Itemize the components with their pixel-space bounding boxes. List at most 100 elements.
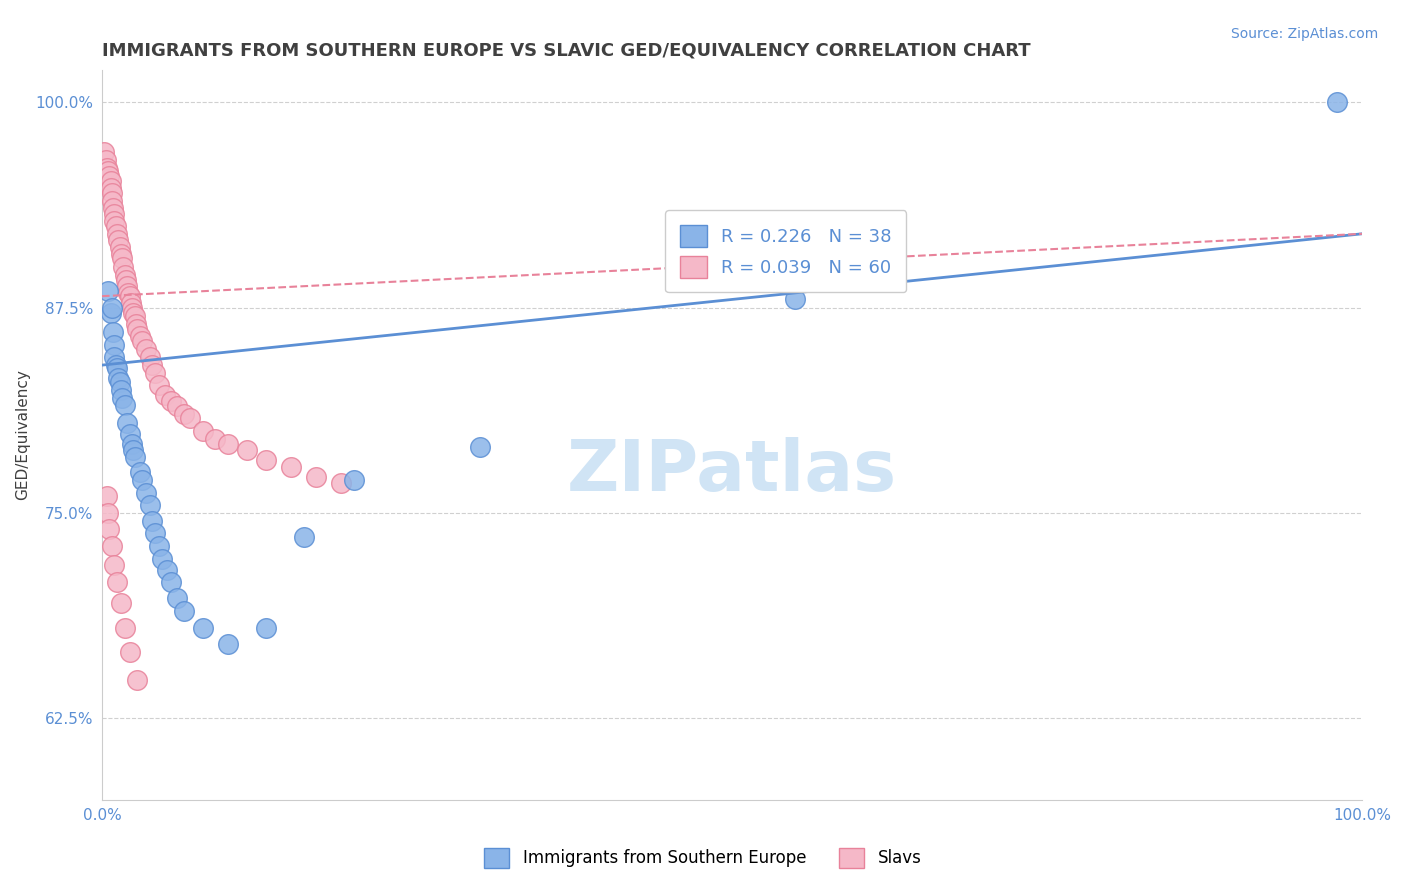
Point [111, 391, 134, 405]
Point [128, 465, 150, 479]
Point [121, 437, 143, 451]
Point [160, 574, 183, 589]
Text: Source: ZipAtlas.com: Source: ZipAtlas.com [1230, 27, 1378, 41]
Point [120, 295, 142, 310]
Point [97, 285, 120, 299]
Point [112, 260, 135, 274]
Point [97, 164, 120, 178]
Point [141, 358, 163, 372]
Point [122, 443, 145, 458]
Point [125, 317, 148, 331]
Point [103, 207, 125, 221]
Point [127, 673, 149, 688]
Point [114, 398, 136, 412]
Point [118, 427, 141, 442]
Point [93, 145, 115, 159]
Point [143, 367, 166, 381]
Point [217, 637, 239, 651]
Point [135, 342, 157, 356]
Point [305, 469, 328, 483]
Point [139, 350, 162, 364]
Text: IMMIGRANTS FROM SOUTHERN EUROPE VS SLAVIC GED/EQUIVALENCY CORRELATION CHART: IMMIGRANTS FROM SOUTHERN EUROPE VS SLAVI… [101, 42, 1031, 60]
Point [217, 437, 239, 451]
Point [292, 531, 315, 545]
Point [280, 459, 302, 474]
Point [343, 473, 366, 487]
Point [124, 309, 146, 323]
Point [128, 328, 150, 343]
Point [166, 399, 188, 413]
Point [114, 273, 136, 287]
Point [107, 233, 129, 247]
Point [254, 453, 277, 467]
Point [148, 377, 170, 392]
Point [105, 227, 128, 241]
Point [236, 443, 259, 458]
Text: ZIPatlas: ZIPatlas [567, 437, 897, 506]
Point [143, 525, 166, 540]
Point [98, 522, 121, 536]
Legend: R = 0.226   N = 38, R = 0.039   N = 60: R = 0.226 N = 38, R = 0.039 N = 60 [665, 211, 907, 293]
Point [103, 201, 125, 215]
Point [105, 361, 128, 376]
Point [103, 338, 125, 352]
Point [94, 153, 117, 167]
Point [101, 194, 124, 208]
Point [124, 450, 146, 464]
Point [139, 498, 162, 512]
Point [110, 596, 132, 610]
Point [173, 408, 195, 422]
Point [135, 486, 157, 500]
Point [160, 394, 183, 409]
Point [101, 301, 124, 315]
Point [103, 213, 125, 227]
Legend: Immigrants from Southern Europe, Slavs: Immigrants from Southern Europe, Slavs [478, 841, 928, 875]
Point [148, 539, 170, 553]
Point [115, 416, 138, 430]
Point [204, 432, 226, 446]
Point [156, 563, 179, 577]
Point [141, 514, 163, 528]
Point [121, 301, 143, 315]
Point [96, 161, 118, 176]
Point [150, 551, 173, 566]
Point [108, 240, 131, 254]
Point [131, 334, 153, 348]
Point [104, 219, 127, 233]
Point [108, 375, 131, 389]
Point [179, 410, 201, 425]
Point [101, 539, 124, 553]
Point [191, 424, 214, 438]
Point [153, 387, 176, 401]
Point [110, 246, 132, 260]
Point [115, 279, 138, 293]
Point [97, 506, 120, 520]
Point [110, 383, 132, 397]
Point [118, 645, 141, 659]
Point [173, 604, 195, 618]
Point [98, 169, 121, 184]
Point [468, 440, 491, 454]
Point [117, 285, 139, 300]
Point [104, 358, 127, 372]
Point [166, 591, 188, 606]
Y-axis label: GED/Equivalency: GED/Equivalency [15, 369, 30, 500]
Point [191, 621, 214, 635]
Point [254, 621, 277, 635]
Point [100, 305, 122, 319]
Point [103, 558, 125, 573]
Point [103, 350, 125, 364]
Point [103, 326, 125, 340]
Point [114, 268, 136, 282]
Point [131, 473, 153, 487]
Point [101, 186, 124, 200]
Point [111, 252, 134, 266]
Point [118, 289, 141, 303]
Point [105, 574, 128, 589]
Point [127, 322, 149, 336]
Point [330, 476, 353, 491]
Point [100, 181, 122, 195]
Point [100, 174, 122, 188]
Point [96, 490, 118, 504]
Point [783, 293, 806, 307]
